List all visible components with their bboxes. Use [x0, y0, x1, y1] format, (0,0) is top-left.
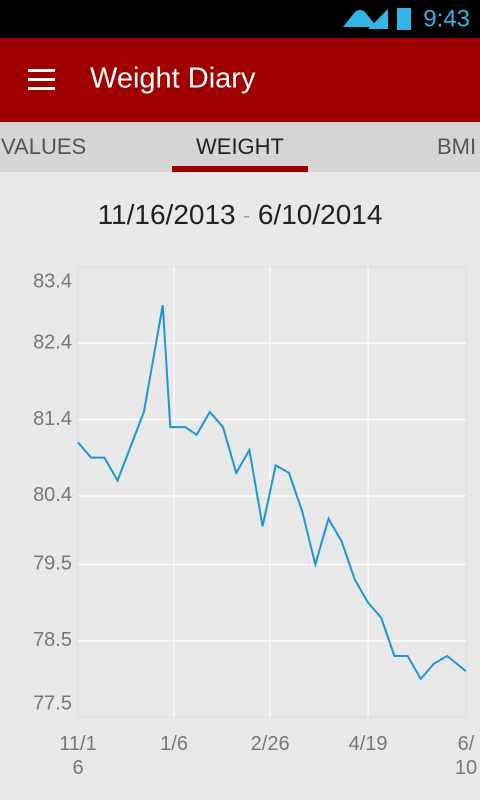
y-tick-label: 77.5: [33, 692, 72, 714]
clock: 9:43: [423, 5, 470, 32]
tab-bar: [0, 122, 480, 172]
plot-frame: [77, 266, 467, 718]
x-tick-label: 2/26: [250, 733, 290, 755]
menu-button[interactable]: [28, 69, 55, 90]
battery-icon: [397, 8, 411, 30]
x-tick-label: 11/16: [59, 733, 97, 779]
tab[interactable]: WEIGHT: [196, 134, 284, 159]
y-tick-label: 79.5: [33, 553, 72, 575]
data-line: [77, 304, 467, 681]
signal-icon: [368, 9, 388, 29]
y-tick-label: 82.4: [33, 332, 72, 354]
date-end: 6/10/2014: [258, 199, 383, 230]
y-tick-label: 78.5: [33, 629, 72, 651]
wifi-icon: [343, 10, 377, 27]
y-tick-label: 81.4: [33, 408, 72, 430]
date-start: 11/16/2013: [98, 199, 236, 230]
app-bar: [0, 38, 480, 122]
x-tick-label: 6/10: [454, 733, 478, 779]
y-tick-label: 80.4: [33, 484, 72, 506]
y-tick-label: 83.4: [33, 270, 72, 292]
x-tick-label: 1/6: [160, 733, 188, 755]
app-title: Weight Diary: [90, 63, 256, 95]
tab[interactable]: BMI: [437, 134, 476, 159]
date-separator: -: [243, 205, 250, 227]
tab-indicator: [172, 166, 308, 172]
date-range: 11/16/2013 - 6/10/2014: [98, 199, 383, 230]
tab[interactable]: VALUES: [1, 134, 86, 159]
x-tick-label: 4/19: [348, 733, 388, 755]
